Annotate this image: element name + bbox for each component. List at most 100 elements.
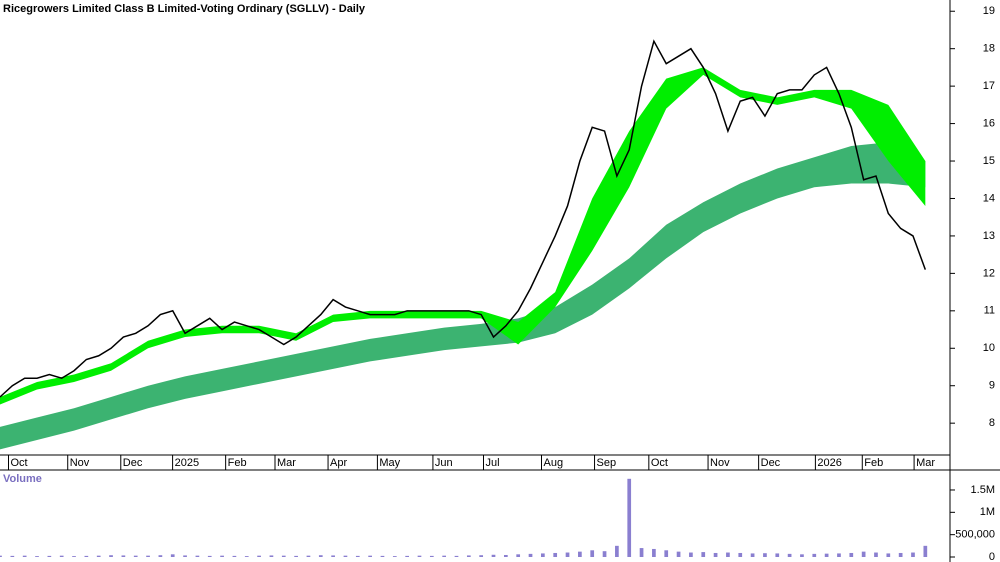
- volume-title: Volume: [3, 473, 42, 485]
- volume-bar: [479, 555, 484, 557]
- volume-bar: [368, 555, 372, 557]
- volume-bar: [47, 555, 52, 557]
- x-tick-label: 2025: [175, 457, 199, 469]
- volume-bar: [269, 555, 274, 557]
- volume-bar: [639, 548, 644, 557]
- y-tick-label: 17: [983, 80, 995, 92]
- volume-bar: [0, 555, 2, 557]
- volume-bar: [306, 555, 311, 557]
- volume-bar: [516, 554, 521, 557]
- x-tick-label: Nov: [70, 457, 90, 469]
- volume-bar: [824, 553, 829, 557]
- volume-bar: [652, 548, 656, 557]
- volume-bar: [109, 555, 113, 557]
- volume-bar: [874, 552, 878, 557]
- volume-bar: [294, 555, 298, 557]
- volume-bar: [553, 552, 558, 557]
- volume-bar: [787, 553, 792, 557]
- x-tick-label: May: [379, 457, 400, 469]
- volume-bar: [861, 551, 866, 557]
- volume-bar: [405, 555, 409, 557]
- volume-bar: [565, 552, 570, 557]
- volume-bar: [454, 555, 459, 557]
- volume-bar: [170, 554, 175, 557]
- volume-bar: [183, 555, 187, 557]
- volume-bar: [380, 555, 385, 557]
- volume-bar: [602, 551, 607, 557]
- volume-bar: [701, 552, 706, 557]
- y-tick-label: 13: [983, 230, 995, 242]
- volume-bar: [220, 555, 224, 557]
- volume-bar: [750, 553, 755, 557]
- x-tick-label: Nov: [710, 457, 730, 469]
- x-tick-label: Feb: [228, 457, 247, 469]
- volume-bar: [578, 551, 582, 557]
- volume-bar: [837, 553, 841, 557]
- volume-bar: [417, 555, 422, 557]
- volume-bar: [318, 555, 323, 557]
- volume-bar: [257, 555, 261, 557]
- y-tick-label: 0: [989, 551, 995, 562]
- y-tick-label: 18: [983, 43, 995, 55]
- x-tick-label: Dec: [761, 457, 781, 469]
- y-tick-label: 8: [989, 417, 995, 429]
- volume-bar: [689, 552, 693, 557]
- volume-bar: [35, 556, 39, 557]
- y-tick-label: 16: [983, 117, 995, 129]
- volume-bar: [158, 555, 163, 557]
- x-tick-label: Jul: [486, 457, 500, 469]
- volume-bar: [146, 555, 150, 557]
- volume-bar: [615, 545, 619, 557]
- x-tick-label: Dec: [123, 457, 143, 469]
- volume-bar: [849, 552, 854, 557]
- volume-bar: [133, 555, 138, 557]
- volume-bar: [763, 553, 767, 557]
- y-tick-label: 12: [983, 267, 995, 279]
- volume-bar: [195, 555, 200, 557]
- volume-bar: [429, 555, 434, 557]
- y-tick-label: 19: [983, 5, 995, 17]
- y-tick-label: 14: [983, 192, 995, 204]
- price-line: [0, 39, 927, 398]
- volume-bar: [528, 553, 533, 557]
- volume-bar: [281, 555, 286, 557]
- x-tick-label: 2026: [817, 457, 841, 469]
- ema-band: [0, 142, 926, 450]
- volume-bar: [726, 552, 730, 557]
- volume-bar: [10, 555, 15, 557]
- y-tick-label: 1M: [980, 506, 995, 518]
- volume-bar: [923, 545, 928, 557]
- volume-bar: [59, 555, 64, 557]
- volume-bar: [541, 553, 545, 557]
- y-tick-label: 1.5M: [971, 484, 995, 496]
- volume-bar: [911, 552, 915, 557]
- volume-bar: [676, 551, 681, 557]
- volume-bar: [886, 553, 891, 557]
- volume-bar: [442, 555, 447, 557]
- volume-bar: [503, 554, 508, 557]
- volume-bar: [244, 556, 249, 557]
- volume-bar: [491, 554, 496, 557]
- volume-bar: [392, 556, 397, 557]
- y-tick-label: 15: [983, 155, 995, 167]
- y-tick-label: 10: [983, 342, 995, 354]
- volume-bar: [121, 555, 126, 557]
- volume-bar: [466, 555, 471, 557]
- ema-band: [0, 67, 926, 405]
- volume-bar: [331, 555, 335, 557]
- volume-bar: [207, 555, 212, 557]
- volume-bar: [355, 555, 360, 557]
- chart-title: Ricegrowers Limited Class B Limited-Voti…: [3, 3, 366, 15]
- x-tick-label: Apr: [330, 457, 347, 469]
- x-tick-label: Mar: [916, 457, 935, 469]
- x-tick-label: Feb: [864, 457, 883, 469]
- volume-bar: [713, 552, 718, 557]
- x-tick-label: Aug: [543, 457, 563, 469]
- volume-bar: [96, 555, 101, 557]
- x-tick-label: Sep: [597, 457, 617, 469]
- volume-bar: [343, 555, 348, 557]
- volume-bar: [232, 555, 237, 557]
- x-tick-label: Oct: [651, 457, 668, 469]
- volume-bar: [627, 478, 632, 557]
